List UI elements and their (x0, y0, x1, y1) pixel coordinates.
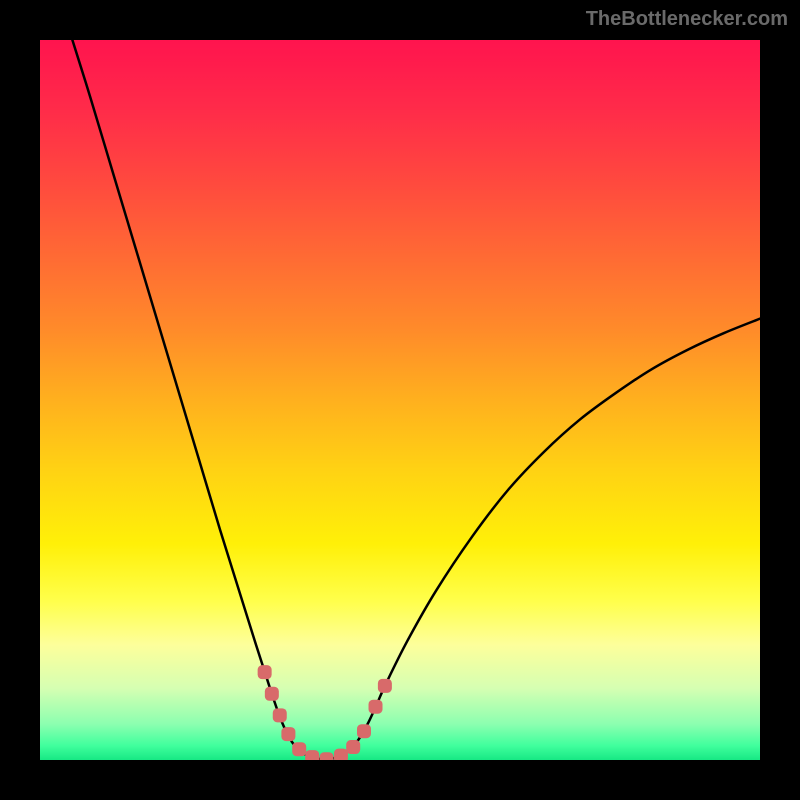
curve-layer (40, 40, 760, 760)
marker-group (258, 665, 392, 760)
curve-marker (265, 687, 279, 701)
curve-marker (273, 708, 287, 722)
curve-marker (258, 665, 272, 679)
curve-marker (334, 749, 348, 760)
curve-marker (320, 752, 334, 760)
curve-marker (378, 679, 392, 693)
watermark-text: TheBottlenecker.com (586, 8, 788, 31)
curve-marker (305, 750, 319, 760)
curve-marker (292, 742, 306, 756)
curve-marker (357, 724, 371, 738)
plot-area (40, 40, 760, 760)
bottleneck-curve (72, 40, 760, 759)
curve-marker (346, 740, 360, 754)
bottleneck-chart: TheBottlenecker.com (0, 0, 800, 800)
curve-marker (369, 700, 383, 714)
curve-marker (281, 727, 295, 741)
